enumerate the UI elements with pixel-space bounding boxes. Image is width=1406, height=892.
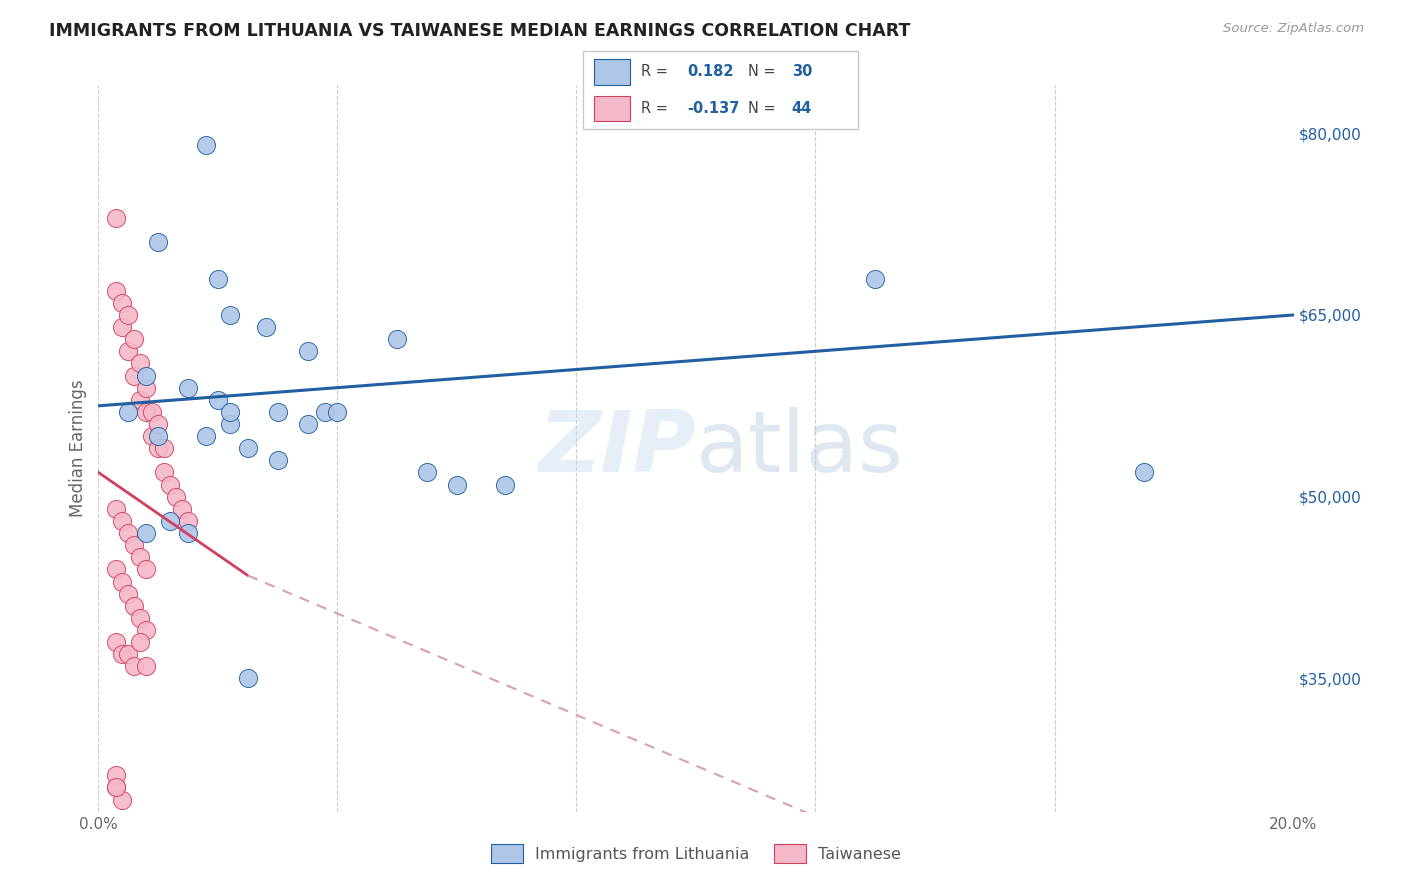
Y-axis label: Median Earnings: Median Earnings (69, 379, 87, 517)
Point (1133, 466, 1156, 480)
Text: ZIP: ZIP (538, 407, 696, 490)
Point (297, 344, 319, 359)
Point (129, 635, 152, 649)
FancyBboxPatch shape (595, 95, 630, 121)
Point (117, 587, 139, 601)
Point (135, 659, 157, 673)
Point (267, 453, 290, 467)
Point (207, 271, 229, 285)
Point (129, 550, 152, 565)
Point (105, 635, 128, 649)
Point (219, 405, 242, 419)
Point (117, 344, 139, 359)
Point (129, 611, 152, 625)
Point (207, 392, 229, 407)
Text: N =: N = (748, 63, 780, 78)
Point (148, 235, 170, 250)
Point (219, 417, 242, 431)
Point (124, 538, 146, 552)
Point (297, 417, 319, 431)
Point (236, 672, 259, 686)
Point (111, 792, 134, 806)
Point (165, 490, 187, 504)
Text: N =: N = (748, 101, 780, 116)
Point (129, 392, 152, 407)
Point (148, 417, 170, 431)
Point (385, 332, 409, 346)
Point (117, 405, 139, 419)
Text: R =: R = (641, 101, 672, 116)
Point (111, 514, 134, 528)
Point (494, 477, 516, 491)
Point (124, 659, 146, 673)
Point (135, 526, 157, 541)
Point (105, 211, 128, 225)
Point (416, 466, 439, 480)
Text: Source: ZipAtlas.com: Source: ZipAtlas.com (1223, 22, 1364, 36)
Point (135, 368, 157, 383)
Text: R =: R = (641, 63, 672, 78)
Point (105, 780, 128, 795)
Point (195, 138, 218, 153)
Point (135, 562, 157, 576)
Point (141, 405, 163, 419)
Point (105, 780, 128, 795)
Text: atlas: atlas (696, 407, 904, 490)
Point (124, 368, 146, 383)
Text: 44: 44 (792, 101, 813, 116)
Point (267, 405, 290, 419)
Point (236, 442, 259, 455)
Point (153, 466, 176, 480)
Point (865, 271, 887, 285)
Point (129, 356, 152, 370)
Point (177, 381, 200, 395)
Point (117, 526, 139, 541)
Point (177, 526, 200, 541)
Point (135, 405, 157, 419)
Legend: Immigrants from Lithuania, Taiwanese: Immigrants from Lithuania, Taiwanese (484, 838, 908, 869)
Point (117, 647, 139, 661)
Point (159, 477, 181, 491)
Point (111, 320, 134, 334)
Point (105, 562, 128, 576)
Point (135, 623, 157, 637)
Point (105, 284, 128, 298)
Point (105, 501, 128, 516)
Point (111, 295, 134, 310)
Point (159, 514, 181, 528)
Point (117, 308, 139, 322)
Point (124, 599, 146, 613)
Point (195, 429, 218, 443)
Point (153, 442, 176, 455)
Point (141, 429, 163, 443)
Point (111, 647, 134, 661)
Point (148, 442, 170, 455)
Point (315, 405, 337, 419)
Text: 0.182: 0.182 (688, 63, 734, 78)
Point (111, 574, 134, 589)
Text: IMMIGRANTS FROM LITHUANIA VS TAIWANESE MEDIAN EARNINGS CORRELATION CHART: IMMIGRANTS FROM LITHUANIA VS TAIWANESE M… (49, 22, 911, 40)
Point (172, 501, 194, 516)
FancyBboxPatch shape (583, 51, 858, 129)
Point (219, 308, 242, 322)
Point (446, 477, 468, 491)
Text: -0.137: -0.137 (688, 101, 740, 116)
Text: 30: 30 (792, 63, 813, 78)
Point (135, 381, 157, 395)
Point (177, 514, 200, 528)
Point (326, 405, 349, 419)
Point (105, 768, 128, 782)
Point (148, 429, 170, 443)
FancyBboxPatch shape (595, 59, 630, 85)
Point (124, 332, 146, 346)
Point (254, 320, 277, 334)
